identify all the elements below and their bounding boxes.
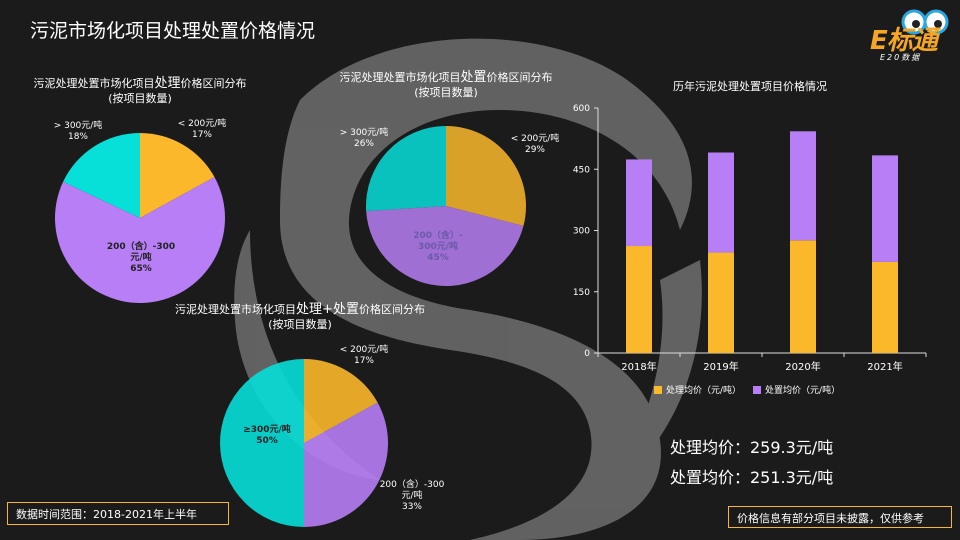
pie2-label-mid-a: 200（含）- bbox=[413, 231, 463, 241]
stacked-bar-chart: 0 150 300 450 600 2018年 2019年 2020年 2021年 bbox=[573, 104, 927, 373]
x-tick-label: 2020年 bbox=[785, 360, 820, 373]
y-tick-label: 150 bbox=[573, 288, 590, 298]
pie-slice-0 bbox=[446, 126, 526, 226]
pie2-label-lt200: < 200元/吨 29% bbox=[505, 134, 565, 156]
pie1-label-gt300-pct: 18% bbox=[67, 132, 88, 142]
pie-slice-1 bbox=[304, 402, 388, 527]
pie3-label-mid-pct: 33% bbox=[401, 502, 422, 512]
legend-item-treatment: 处理均价（元/吨） bbox=[654, 383, 741, 396]
legend-swatch-disposal bbox=[753, 385, 762, 394]
pie3-label-lt200-pct: 17% bbox=[353, 356, 374, 366]
y-tick-label: 0 bbox=[584, 349, 590, 359]
pie1-title-emph: 处理 bbox=[154, 76, 181, 91]
pie1-label-lt200-pct: 17% bbox=[191, 130, 212, 140]
legend-label-disposal: 处置均价（元/吨） bbox=[765, 386, 841, 396]
legend-item-disposal: 处置均价（元/吨） bbox=[753, 383, 840, 396]
pie2-label-lt200-text: < 200元/吨 bbox=[510, 134, 560, 144]
pie2-label-gt300-pct: 26% bbox=[353, 139, 374, 149]
pie3-label-gte300-pct: 50% bbox=[256, 436, 278, 446]
pie-slice-1 bbox=[366, 206, 524, 286]
pie2-title: 污泥处理处置市场化项目处置价格区间分布 (按项目数量) bbox=[316, 70, 576, 100]
page-title: 污泥市场化项目处理处置价格情况 bbox=[30, 20, 316, 42]
y-tick-label: 450 bbox=[573, 165, 590, 175]
y-tick-label: 600 bbox=[573, 104, 590, 114]
pie2-label-mid-pct: 45% bbox=[427, 253, 449, 263]
bar-legend: 处理均价（元/吨） 处置均价（元/吨） bbox=[654, 383, 852, 396]
bar-segment-1 bbox=[790, 131, 816, 241]
pie1-label-gt300-text: > 300元/吨 bbox=[53, 121, 103, 131]
pie2-label-mid: 200（含）- 300元/吨 45% bbox=[400, 231, 476, 264]
pie1-title-pre: 污泥处理处置市场化项目 bbox=[33, 77, 155, 90]
e20-logo bbox=[901, 9, 949, 35]
pie2-title-pre: 污泥处理处置市场化项目 bbox=[339, 71, 461, 84]
logo-subtext: E20数据 bbox=[880, 53, 922, 62]
pie1-title: 污泥处理处置市场化项目处理价格区间分布 (按项目数量) bbox=[10, 76, 270, 106]
bar-segment-1 bbox=[708, 152, 734, 253]
pie3-label-mid: 200（含）-300 元/吨 33% bbox=[368, 480, 456, 513]
pie2-title-post: 价格区间分布 bbox=[486, 71, 553, 84]
pie1-title-line2: (按项目数量) bbox=[108, 92, 172, 105]
pie1-label-mid: 200（含）-300 元/吨 65% bbox=[96, 242, 186, 275]
pie3-label-mid-b: 元/吨 bbox=[401, 491, 423, 501]
pie3-title: 污泥处理处置市场化项目处理+处置价格区间分布 (按项目数量) bbox=[150, 302, 450, 332]
pie3-title-post: 价格区间分布 bbox=[358, 303, 425, 316]
pie3-title-emph: 处理+处置 bbox=[296, 302, 359, 317]
pie-chart-combined bbox=[220, 359, 388, 527]
pie-slice-2 bbox=[366, 126, 446, 212]
pie-chart-treatment bbox=[55, 133, 225, 303]
pie-slice-0 bbox=[140, 133, 215, 218]
time-range-note: 数据时间范围：2018-2021年上半年 bbox=[7, 502, 229, 525]
pie-slice-0 bbox=[304, 359, 378, 443]
bar-segment-0 bbox=[626, 246, 652, 353]
pie3-label-mid-a: 200（含）-300 bbox=[379, 480, 445, 490]
pie3-label-gte300: ≥300元/吨 50% bbox=[232, 425, 302, 447]
pie-slice-2 bbox=[63, 133, 140, 218]
bar-segment-1 bbox=[626, 159, 652, 247]
pie2-label-gt300: > 300元/吨 26% bbox=[334, 128, 394, 150]
pie1-label-mid-b: 元/吨 bbox=[130, 253, 152, 263]
x-tick-label: 2018年 bbox=[621, 360, 656, 373]
pie1-title-post: 价格区间分布 bbox=[180, 77, 247, 90]
pie2-title-line2: (按项目数量) bbox=[414, 86, 478, 99]
treatment-average: 处理均价：259.3元/吨 bbox=[670, 438, 834, 457]
pie2-label-gt300-text: > 300元/吨 bbox=[339, 128, 389, 138]
pie2-title-emph: 处置 bbox=[460, 70, 487, 85]
x-tick-label: 2019年 bbox=[703, 360, 738, 373]
legend-swatch-treatment bbox=[654, 385, 662, 394]
pie3-label-gte300-text: ≥300元/吨 bbox=[243, 425, 291, 435]
pie-slice-2 bbox=[220, 359, 304, 527]
logo-text: E标通 bbox=[870, 26, 938, 56]
disclaimer-note: 价格信息有部分项目未披露，仅供参考 bbox=[728, 506, 952, 528]
bar-segment-0 bbox=[872, 261, 898, 353]
bar-segment-0 bbox=[790, 240, 816, 353]
y-tick-label: 300 bbox=[573, 227, 590, 237]
disposal-average: 处置均价：251.3元/吨 bbox=[670, 468, 834, 487]
pie-slice-1 bbox=[55, 177, 225, 303]
pie-chart-disposal bbox=[366, 126, 526, 286]
pie1-label-gt300: > 300元/吨 18% bbox=[50, 121, 106, 143]
legend-label-treatment: 处理均价（元/吨） bbox=[666, 386, 742, 396]
x-tick-label: 2021年 bbox=[867, 360, 902, 373]
pie3-label-lt200-text: < 200元/吨 bbox=[339, 345, 389, 355]
bar-segment-0 bbox=[708, 252, 734, 353]
pie1-label-lt200: < 200元/吨 17% bbox=[174, 119, 230, 141]
pie3-label-lt200: < 200元/吨 17% bbox=[334, 345, 394, 367]
pie3-title-line2: (按项目数量) bbox=[268, 318, 332, 331]
bar-chart-title: 历年污泥处理处置项目价格情况 bbox=[673, 80, 827, 93]
pie2-label-mid-b: 300元/吨 bbox=[417, 242, 459, 252]
pie1-label-lt200-text: < 200元/吨 bbox=[177, 119, 227, 129]
bar-segment-1 bbox=[872, 155, 898, 262]
pie2-label-lt200-pct: 29% bbox=[524, 145, 545, 155]
pie3-title-pre: 污泥处理处置市场化项目 bbox=[175, 303, 297, 316]
pie1-label-mid-a: 200（含）-300 bbox=[106, 242, 176, 252]
pie1-label-mid-pct: 65% bbox=[130, 264, 152, 274]
